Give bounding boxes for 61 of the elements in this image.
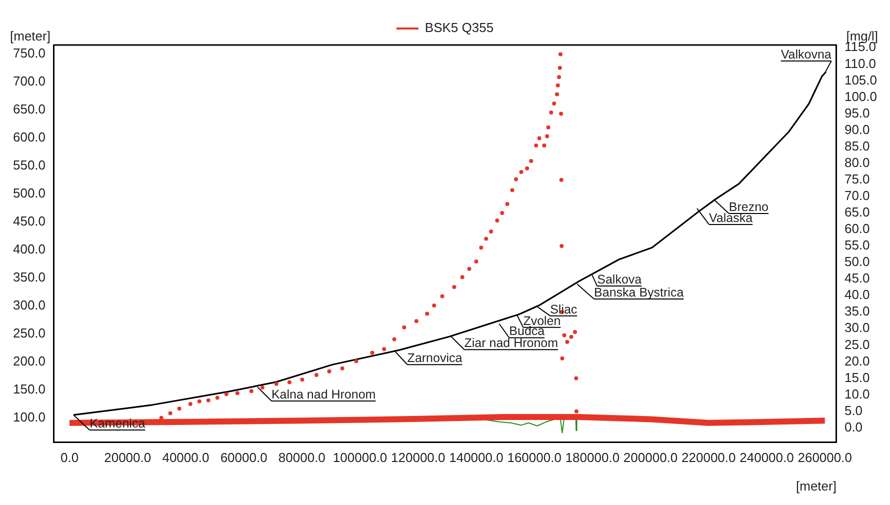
x-tick-label: 140000.0 — [449, 450, 504, 465]
y2-tick-label: 105.0 — [844, 72, 878, 88]
x-tick-label: 40000.0 — [162, 450, 210, 465]
y2-tick-label: 90.0 — [844, 122, 870, 137]
x-tick-label: 160000.0 — [507, 450, 562, 465]
y2-tick-label: 85.0 — [844, 138, 870, 154]
y-tick-label: 150.0 — [12, 381, 46, 396]
y-tick-label: 550.0 — [12, 157, 46, 172]
y-tick-label: 750.0 — [12, 46, 46, 61]
y2-tick-label: 100.0 — [844, 88, 878, 104]
y2-tick-label: 20.0 — [844, 353, 870, 368]
x-tick-label: 240000.0 — [740, 450, 794, 465]
x-tick-label: 260000.0 — [798, 450, 852, 465]
x-tick-label: 120000.0 — [391, 450, 446, 465]
x-tick-label: 100000.0 — [332, 450, 388, 465]
annotation: Ziar nad Hronom — [464, 336, 558, 350]
y-tick-label: 350.0 — [12, 269, 46, 284]
y-tick-label: 600.0 — [12, 129, 46, 144]
y2-tick-label: 30.0 — [844, 320, 870, 336]
y2-tick-label: 0.0 — [844, 419, 863, 434]
x-tick-label: 20000.0 — [104, 450, 152, 465]
annotation: Banska Bystrica — [594, 285, 684, 300]
y-tick-label: 450.0 — [12, 213, 46, 228]
y2-tick-label: 80.0 — [844, 154, 870, 170]
legend-label: BSK5 Q355 — [424, 20, 494, 36]
x-axis-title: [meter] — [796, 478, 836, 494]
annotation: Kalna nad Hronom — [271, 387, 376, 402]
x-tick-label: 180000.0 — [565, 450, 620, 465]
y2-tick-label: 25.0 — [844, 336, 870, 352]
y2-tick-label: 60.0 — [844, 221, 870, 236]
y-tick-label: 650.0 — [12, 102, 46, 117]
y2-tick-label: 70.0 — [844, 188, 870, 203]
y-tick-label: 200.0 — [12, 353, 46, 368]
annotation: Salkova — [597, 272, 642, 286]
x-tick-label: 0.0 — [60, 450, 79, 465]
y2-tick-label: 15.0 — [844, 370, 870, 385]
y2-tick-label: 35.0 — [844, 304, 870, 319]
y2-tick-label: 110.0 — [844, 56, 876, 71]
y2-tick-label: 55.0 — [844, 238, 870, 253]
y-tick-label: 250.0 — [12, 325, 46, 340]
y-tick-label: 500.0 — [12, 185, 46, 200]
y2-tick-label: 40.0 — [844, 287, 870, 302]
y2-tick-label: 75.0 — [844, 171, 870, 186]
y-tick-label: 700.0 — [12, 74, 46, 89]
annotation: Zarnovica — [407, 351, 462, 366]
y2-tick-label: 5.0 — [844, 402, 863, 418]
x-tick-label: 80000.0 — [278, 450, 326, 465]
y2-tick-label: 65.0 — [844, 204, 870, 220]
y-tick-label: 400.0 — [12, 241, 46, 256]
y2-tick-label: 45.0 — [844, 270, 870, 286]
x-tick-label: 60000.0 — [220, 450, 268, 465]
y-tick-label: 100.0 — [12, 409, 46, 424]
y2-tick-label: 95.0 — [844, 105, 870, 120]
x-tick-label: 200000.0 — [623, 450, 678, 465]
y-axis-title: [meter] — [10, 28, 50, 44]
annotation: Sliac — [550, 302, 578, 316]
y2-tick-label: 50.0 — [844, 254, 870, 270]
y-tick-label: 300.0 — [12, 297, 46, 312]
annotation: Valkovna — [780, 47, 832, 62]
x-tick-label: 220000.0 — [682, 450, 736, 465]
y2-tick-label: 10.0 — [844, 386, 870, 402]
